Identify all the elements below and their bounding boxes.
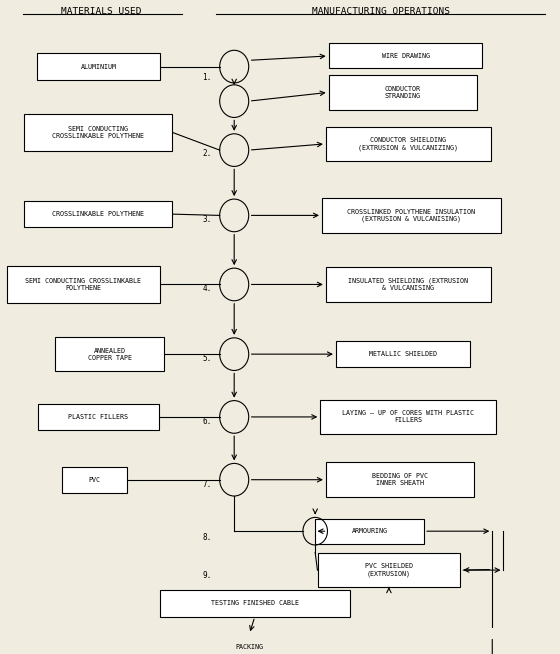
FancyBboxPatch shape: [25, 201, 172, 228]
Text: ARMOURING: ARMOURING: [351, 528, 388, 534]
Text: SEMI CONDUCTING CROSSLINKABLE
POLYTHENE: SEMI CONDUCTING CROSSLINKABLE POLYTHENE: [25, 278, 141, 291]
FancyBboxPatch shape: [322, 198, 501, 233]
FancyBboxPatch shape: [193, 634, 305, 654]
Text: 2.: 2.: [203, 148, 212, 158]
Text: ANNEALED
COPPER TAPE: ANNEALED COPPER TAPE: [87, 348, 132, 360]
Text: CROSSLINKED POLYTHENE INSULATION
(EXTRUSION & VULCANISING): CROSSLINKED POLYTHENE INSULATION (EXTRUS…: [347, 209, 475, 222]
FancyBboxPatch shape: [7, 266, 160, 303]
Text: 3.: 3.: [203, 215, 212, 224]
FancyBboxPatch shape: [326, 127, 491, 161]
Text: PVC SHIELDED
(EXTRUSION): PVC SHIELDED (EXTRUSION): [365, 563, 413, 577]
Text: 4.: 4.: [203, 284, 212, 294]
FancyBboxPatch shape: [329, 75, 477, 110]
FancyBboxPatch shape: [318, 553, 460, 587]
FancyBboxPatch shape: [336, 341, 470, 368]
FancyBboxPatch shape: [39, 404, 158, 430]
FancyBboxPatch shape: [329, 43, 483, 69]
Text: 5.: 5.: [203, 354, 212, 363]
FancyBboxPatch shape: [326, 462, 474, 497]
Text: LAYING – UP OF CORES WITH PLASTIC
FILLERS: LAYING – UP OF CORES WITH PLASTIC FILLER…: [343, 411, 474, 423]
FancyBboxPatch shape: [326, 267, 491, 301]
FancyBboxPatch shape: [62, 466, 127, 493]
Text: BEDDING OF PVC
INNER SHEATH: BEDDING OF PVC INNER SHEATH: [372, 473, 428, 486]
Text: CONDUCTOR
STRANDING: CONDUCTOR STRANDING: [385, 86, 421, 99]
FancyBboxPatch shape: [37, 54, 160, 80]
Text: CROSSLINKABLE POLYTHENE: CROSSLINKABLE POLYTHENE: [53, 211, 144, 217]
Text: TESTING FINISHED CABLE: TESTING FINISHED CABLE: [211, 600, 299, 606]
Text: PLASTIC FILLERS: PLASTIC FILLERS: [68, 414, 128, 420]
Text: 6.: 6.: [203, 417, 212, 426]
Text: PACKING: PACKING: [235, 644, 263, 650]
Text: MATERIALS USED: MATERIALS USED: [61, 7, 142, 16]
Text: INSULATED SHIELDING (EXTRUSION
& VULCANISING: INSULATED SHIELDING (EXTRUSION & VULCANI…: [348, 278, 469, 291]
Text: ALUMINIUM: ALUMINIUM: [81, 63, 116, 69]
Text: METALLIC SHIELDED: METALLIC SHIELDED: [369, 351, 437, 357]
FancyBboxPatch shape: [160, 590, 350, 617]
Text: CONDUCTOR SHIELDING
(EXTRUSION & VULCANIZING): CONDUCTOR SHIELDING (EXTRUSION & VULCANI…: [358, 137, 459, 150]
Text: 8.: 8.: [203, 533, 212, 542]
FancyBboxPatch shape: [55, 337, 164, 371]
Text: WIRE DRAWING: WIRE DRAWING: [382, 53, 430, 59]
Text: MANUFACTURING OPERATIONS: MANUFACTURING OPERATIONS: [311, 7, 450, 16]
FancyBboxPatch shape: [25, 114, 172, 151]
Text: 1.: 1.: [203, 73, 212, 82]
Text: PVC: PVC: [88, 477, 101, 483]
Text: 9.: 9.: [203, 571, 212, 579]
FancyBboxPatch shape: [315, 519, 424, 543]
Text: 7.: 7.: [203, 479, 212, 489]
Text: SEMI CONDUCTING
CROSSLINKABLE POLYTHENE: SEMI CONDUCTING CROSSLINKABLE POLYTHENE: [53, 126, 144, 139]
FancyBboxPatch shape: [320, 400, 497, 434]
